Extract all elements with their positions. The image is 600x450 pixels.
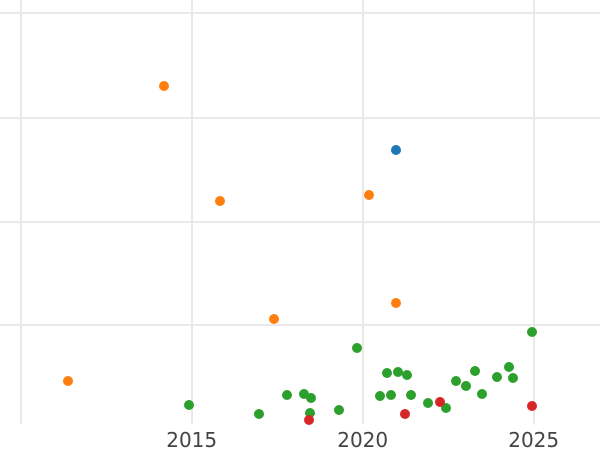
scatter-point-red (435, 397, 445, 407)
scatter-point-green (423, 397, 433, 408)
scatter-point-orange (269, 314, 279, 324)
scatter-point-green (469, 366, 480, 376)
gridline-horizontal (0, 323, 600, 326)
scatter-point-red (304, 415, 314, 425)
scatter-point-green (386, 390, 396, 400)
gridline-vertical (19, 0, 22, 424)
scatter-point-green (492, 371, 502, 382)
x-tick-label: 2020 (337, 428, 389, 450)
scatter-point-green (461, 381, 471, 391)
scatter-point-orange (159, 81, 169, 91)
gridline-horizontal (0, 12, 600, 14)
scatter-point-green (282, 390, 292, 400)
scatter-point-green (508, 372, 518, 383)
x-tick-label: 2015 (166, 428, 218, 450)
gridline-vertical (361, 0, 364, 424)
scatter-point-orange (391, 298, 401, 308)
scatter-point-orange (364, 190, 374, 200)
scatter-point-green (451, 376, 461, 386)
scatter-point-blue (391, 145, 401, 155)
scatter-point-green (402, 369, 412, 380)
scatter-point-green (305, 408, 315, 418)
gridline-vertical (532, 0, 535, 424)
scatter-point-green (477, 389, 487, 399)
scatter-point-green (503, 361, 514, 372)
scatter-point-green (406, 390, 416, 400)
scatter-point-orange (215, 196, 225, 206)
gridline-horizontal (0, 221, 600, 223)
scatter-point-green (375, 391, 385, 401)
scatter-point-green (393, 367, 403, 377)
gridline-vertical (190, 0, 193, 424)
scatter-point-green (184, 400, 194, 410)
scatter-point-green (254, 409, 264, 419)
gridline-horizontal (0, 116, 600, 119)
scatter-point-red (526, 401, 537, 411)
scatter-point-green (334, 405, 344, 415)
scatter-point-red (400, 409, 410, 419)
scatter-point-green (441, 403, 451, 413)
scatter-point-green (527, 327, 537, 337)
scatter-point-green (299, 389, 309, 399)
scatter-point-green (352, 343, 362, 353)
scatter-point-green (306, 392, 316, 403)
scatter-point-orange (63, 376, 73, 386)
scatter-point-green (382, 368, 392, 378)
x-tick-label: 2025 (508, 428, 560, 450)
